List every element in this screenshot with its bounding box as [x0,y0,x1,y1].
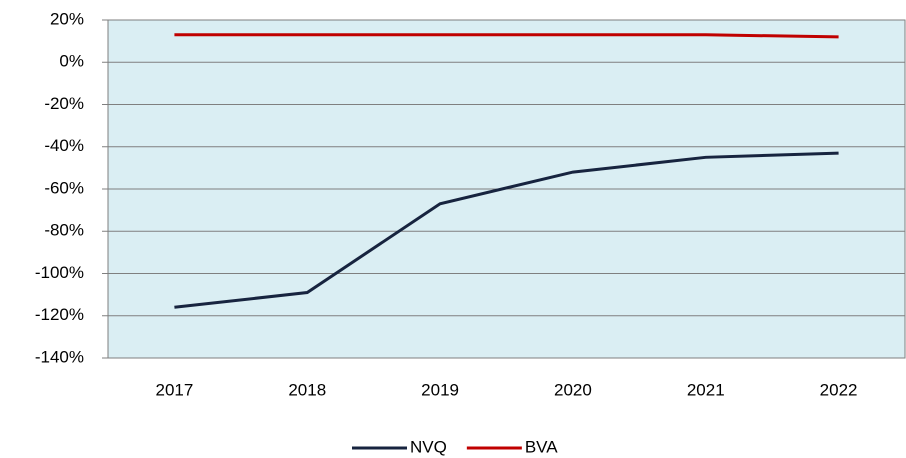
y-tick-label: -140% [35,347,84,366]
y-tick-label: -40% [44,136,84,155]
y-tick-label: -120% [35,305,84,324]
x-tick-label: 2019 [421,380,459,399]
y-tick-label: -100% [35,263,84,282]
series-line [174,33,839,39]
x-tick-label: 2021 [687,380,725,399]
legend-label: NVQ [410,437,447,456]
x-tick-label: 2018 [288,380,326,399]
x-tick-label: 2022 [820,380,858,399]
legend-label: BVA [525,437,558,456]
y-tick-label: -80% [44,221,84,240]
y-tick-label: 20% [50,9,84,28]
x-tick-label: 2017 [156,380,194,399]
y-tick-label: -20% [44,94,84,113]
series-line [174,151,839,309]
x-tick-label: 2020 [554,380,592,399]
y-tick-label: -60% [44,178,84,197]
y-tick-label: 0% [59,52,84,71]
